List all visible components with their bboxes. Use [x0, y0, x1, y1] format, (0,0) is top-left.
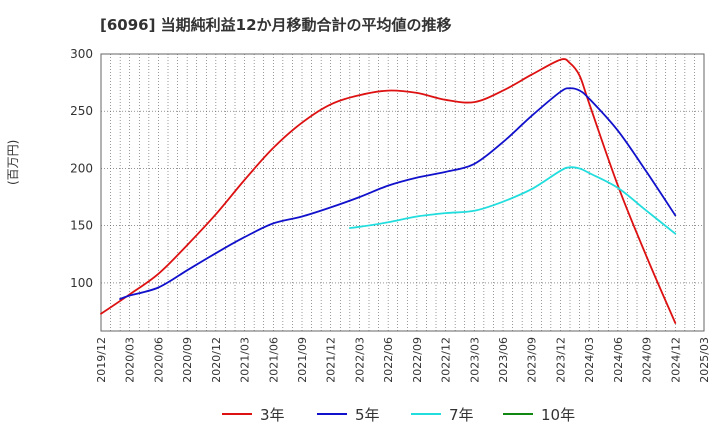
- legend: 3年 5年 7年 10年: [0, 402, 720, 426]
- x-tick-label: 2021/03: [239, 337, 252, 383]
- chart-title: [6096] 当期純利益12か月移動合計の平均値の推移: [100, 16, 452, 34]
- x-tick-label: 2022/09: [411, 337, 424, 383]
- series-line-2: [349, 166, 677, 235]
- y-tick-label: 200: [70, 161, 93, 175]
- legend-label-5y: 5年: [355, 405, 380, 424]
- legend-label-3y: 3年: [260, 405, 285, 424]
- legend-swatch-5y: [317, 413, 347, 415]
- x-tick-label: 2024/09: [641, 337, 654, 383]
- x-tick-label: 2020/06: [152, 337, 165, 383]
- legend-item-3y: 3年: [222, 402, 285, 426]
- x-tick-label: 2019/12: [95, 337, 108, 383]
- x-tick-label: 2021/06: [267, 337, 280, 383]
- x-tick-label: 2021/12: [325, 337, 338, 383]
- x-tick-label: 2023/03: [468, 337, 481, 383]
- series-line-1: [119, 87, 677, 300]
- y-tick-label: 100: [70, 276, 93, 290]
- legend-item-10y: 10年: [503, 402, 575, 426]
- x-tick-label: 2025/03: [698, 337, 711, 383]
- x-tick-label: 2023/12: [554, 337, 567, 383]
- y-tick-label: 250: [70, 104, 93, 118]
- x-tick-label: 2023/09: [526, 337, 539, 383]
- x-tick-label: 2022/06: [382, 337, 395, 383]
- legend-item-7y: 7年: [411, 402, 474, 426]
- x-tick-label: 2024/03: [583, 337, 596, 383]
- legend-label-10y: 10年: [541, 405, 576, 424]
- series-line-0: [100, 58, 677, 324]
- legend-swatch-10y: [503, 413, 533, 415]
- legend-swatch-3y: [222, 413, 252, 415]
- legend-swatch-7y: [411, 413, 441, 415]
- x-tick-label: 2022/12: [440, 337, 453, 383]
- x-tick-label: 2020/09: [181, 337, 194, 383]
- x-tick-label: 2024/06: [612, 337, 625, 383]
- x-tick-label: 2020/12: [210, 337, 223, 383]
- x-tick-label: 2022/03: [353, 337, 366, 383]
- legend-label-7y: 7年: [449, 405, 474, 424]
- x-tick-label: 2021/09: [296, 337, 309, 383]
- legend-item-5y: 5年: [317, 402, 380, 426]
- x-tick-label: 2024/12: [669, 337, 682, 383]
- x-tick-label: 2023/06: [497, 337, 510, 383]
- y-tick-label: 150: [70, 219, 93, 233]
- plot-border: [100, 53, 705, 332]
- y-tick-label: 300: [70, 47, 93, 61]
- x-tick-label: 2020/03: [124, 337, 137, 383]
